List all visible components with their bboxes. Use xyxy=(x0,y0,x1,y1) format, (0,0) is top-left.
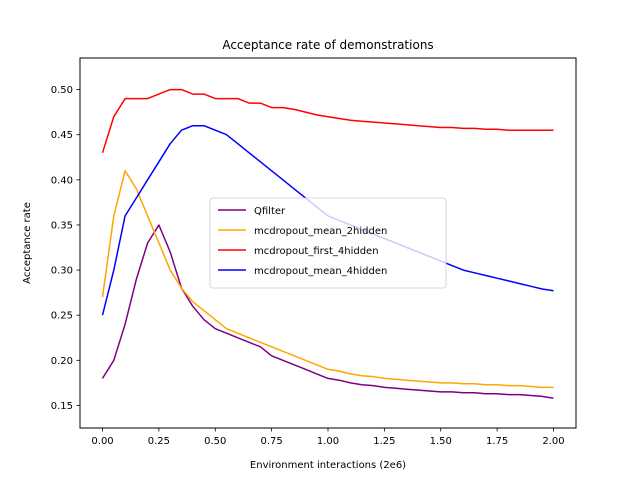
y-tick-label: 0.25 xyxy=(51,311,73,322)
x-axis: 0.00 0.25 0.50 0.75 1.00 1.25 1.50 1.75 2.00 xyxy=(91,428,565,447)
x-tick-label: 2.00 xyxy=(542,436,564,447)
y-tick-label: 0.50 xyxy=(51,85,73,96)
x-tick-label: 1.25 xyxy=(373,436,395,447)
y-tick-label: 0.15 xyxy=(51,401,73,412)
x-axis-title: Environment interactions (2e6) xyxy=(250,460,406,471)
x-tick-label: 0.75 xyxy=(261,436,283,447)
series-line-mcdropout_mean_2hidden xyxy=(101,170,554,389)
series-line-mcdropout_first_4hidden xyxy=(101,88,554,154)
y-axis-title: Acceptance rate xyxy=(22,202,33,284)
y-axis: 0.15 0.20 0.25 0.30 0.35 0.40 0.45 0.50 xyxy=(51,85,80,412)
x-tick-label: 1.75 xyxy=(486,436,508,447)
y-tick-label: 0.20 xyxy=(51,356,73,367)
x-tick-label: 0.50 xyxy=(204,436,226,447)
y-tick-label: 0.30 xyxy=(51,266,73,277)
legend-box xyxy=(209,197,447,289)
series-line-Qfilter xyxy=(101,224,554,399)
legend-label: mcdropout_mean_2hidden xyxy=(254,226,387,237)
legend-label: mcdropout_mean_4hidden xyxy=(254,266,387,277)
y-tick-label: 0.35 xyxy=(51,220,73,231)
x-tick-label: 0.00 xyxy=(91,436,113,447)
x-tick-label: 0.25 xyxy=(148,436,170,447)
legend-label: Qfilter xyxy=(254,206,286,217)
y-tick-label: 0.45 xyxy=(51,130,73,141)
x-tick-label: 1.00 xyxy=(317,436,339,447)
chart-title: Acceptance rate of demonstrations xyxy=(222,38,433,52)
legend: Qfilter mcdropout_mean_2hidden mcdropout_f… xyxy=(209,197,447,289)
x-tick-label: 1.50 xyxy=(430,436,452,447)
legend-label: mcdropout_first_4hidden xyxy=(254,246,379,257)
y-tick-label: 0.40 xyxy=(51,175,73,186)
